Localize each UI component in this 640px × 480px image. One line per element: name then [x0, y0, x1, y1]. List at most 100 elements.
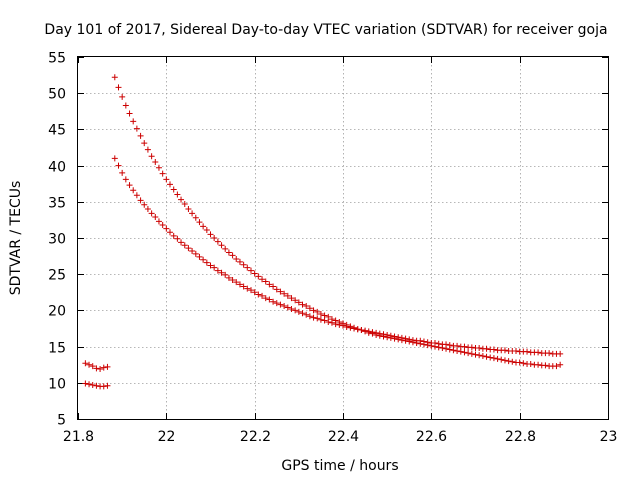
y-tick-label: 30: [48, 232, 66, 248]
data-point: [211, 235, 218, 241]
y-tick-label: 15: [48, 341, 66, 357]
data-point: [229, 276, 236, 283]
data-point: [222, 271, 229, 278]
data-point: [152, 158, 159, 165]
data-point: [340, 322, 346, 329]
y-tick-label: 55: [48, 51, 66, 67]
data-point: [163, 225, 170, 232]
data-point: [472, 351, 479, 358]
data-point: [288, 305, 295, 312]
data-point: [93, 382, 100, 389]
data-point: [189, 210, 196, 217]
data-point: [133, 192, 140, 199]
data-point: [82, 360, 89, 367]
data-point: [461, 343, 468, 350]
data-point: [373, 329, 380, 336]
data-point: [244, 264, 251, 271]
data-point: [454, 342, 461, 349]
data-point: [148, 210, 155, 217]
data-point: [509, 358, 516, 365]
data-point: [391, 333, 398, 340]
data-point: [236, 281, 243, 288]
data-point: [501, 357, 508, 364]
data-point: [325, 313, 332, 320]
x-axis: 21.8 22 22.2 22.4 22.6 22.8 23: [63, 57, 618, 445]
data-point: [332, 321, 339, 328]
data-point: [207, 231, 214, 238]
data-point: [86, 381, 93, 388]
x-tick-label: 23: [600, 429, 618, 445]
x-tick-label: 22.8: [505, 429, 536, 445]
data-point: [343, 324, 350, 331]
data-point: [89, 381, 96, 388]
series-upper: [82, 74, 564, 373]
data-point: [494, 355, 501, 362]
data-point: [321, 317, 328, 324]
data-point: [328, 319, 335, 326]
data-point: [166, 229, 173, 236]
data-point: [465, 350, 472, 357]
chart-title: Day 101 of 2017, Sidereal Day-to-day VTE…: [44, 22, 607, 38]
data-point: [89, 363, 96, 370]
data-point: [306, 305, 313, 312]
data-point: [292, 297, 299, 304]
data-point: [248, 287, 255, 294]
data-point: [155, 164, 162, 171]
data-point: [144, 146, 151, 153]
data-point: [505, 358, 512, 365]
data-point: [457, 348, 464, 355]
data-point: [310, 307, 317, 314]
data-point: [535, 349, 542, 356]
data-point: [100, 364, 107, 371]
data-point: [225, 274, 232, 281]
data-point: [321, 312, 328, 319]
data-point: [200, 256, 207, 263]
data-point: [270, 283, 277, 290]
data-point: [130, 187, 137, 194]
data-point: [159, 170, 166, 177]
data-point: [284, 292, 291, 299]
plot-frame: [77, 56, 609, 420]
data-point: [435, 340, 442, 347]
data-point: [240, 261, 247, 268]
data-point: [111, 155, 118, 162]
data-point: [126, 182, 133, 189]
data-point: [119, 93, 126, 100]
data-point: [501, 347, 508, 354]
data-point: [174, 235, 181, 242]
data-point: [251, 270, 258, 277]
data-point: [479, 353, 486, 360]
data-point: [166, 181, 173, 188]
data-point: [255, 273, 262, 280]
data-point: [487, 354, 494, 361]
data-point: [516, 359, 523, 366]
data-point: [295, 299, 302, 306]
data-point: [137, 132, 144, 139]
data-point: [417, 337, 424, 344]
data-point: [380, 331, 387, 338]
data-point: [130, 118, 137, 125]
data-point: [207, 262, 214, 269]
data-point: [527, 360, 534, 367]
data-point: [362, 327, 369, 334]
data-point: [476, 352, 483, 359]
data-point: [189, 248, 196, 255]
data-point: [284, 304, 291, 311]
data-point: [314, 315, 321, 322]
data-point: [218, 269, 225, 276]
data-point: [303, 303, 310, 310]
data-point: [424, 339, 431, 346]
data-point: [236, 258, 243, 265]
data-point: [97, 366, 104, 373]
data-point: [513, 347, 520, 354]
data-point: [93, 365, 100, 372]
x-tick-label: 22.4: [328, 429, 359, 445]
data-point: [490, 346, 497, 353]
data-point: [152, 214, 159, 221]
data-point: [317, 311, 324, 318]
data-point: [557, 361, 564, 368]
data-point: [273, 300, 280, 307]
data-point: [468, 350, 475, 357]
data-point: [163, 176, 170, 183]
